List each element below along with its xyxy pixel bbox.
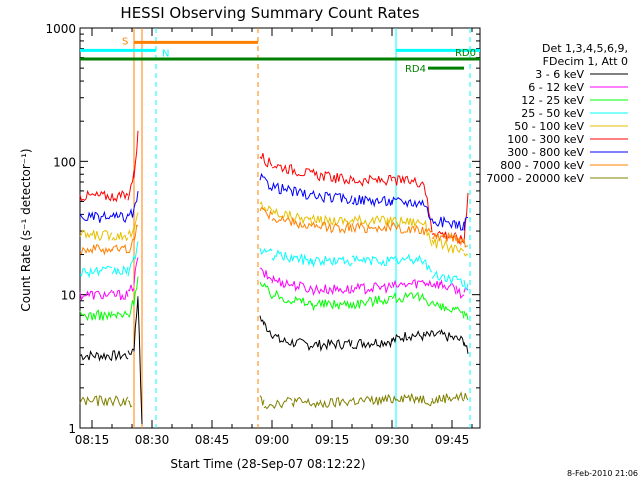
- series-line: [79, 206, 469, 256]
- legend-header: FDecim 1, Att 0: [543, 55, 628, 68]
- legend-header: Det 1,3,4,5,6,9,: [542, 42, 628, 55]
- x-tick-label: 09:00: [255, 433, 290, 447]
- series-line: [79, 296, 469, 425]
- legend-entry: 25 - 50 keV: [521, 107, 584, 120]
- annotation-label: RD0: [455, 48, 476, 59]
- footer-timestamp: 8-Feb-2010 21:06: [567, 469, 638, 478]
- plot-frame: [79, 27, 481, 429]
- legend-entry: 50 - 100 keV: [514, 120, 584, 133]
- legend-entry: 6 - 12 keV: [528, 81, 584, 94]
- series-line: [79, 241, 469, 291]
- x-axis-label: Start Time (28-Sep-07 08:12:22): [170, 457, 365, 471]
- series-line: [79, 201, 469, 257]
- series-line: [79, 172, 469, 231]
- series-line: [79, 130, 469, 245]
- x-tick-label: 08:30: [135, 433, 170, 447]
- y-tick-label: 10: [61, 289, 76, 303]
- x-tick-label: 09:15: [315, 433, 350, 447]
- legend-entry: 300 - 800 keV: [507, 146, 584, 159]
- legend-entry: 7000 - 20000 keV: [486, 172, 584, 185]
- x-tick-label: 08:45: [195, 433, 230, 447]
- annotation-label: RD4: [405, 64, 426, 75]
- y-tick-label: 1: [68, 422, 76, 436]
- x-tick-label: 08:15: [75, 433, 110, 447]
- legend-entry: 12 - 25 keV: [521, 94, 584, 107]
- series-line: [79, 257, 469, 301]
- y-tick-label: 100: [53, 155, 76, 169]
- legend-entry: 100 - 300 keV: [507, 133, 584, 146]
- legend-entry: 3 - 6 keV: [535, 68, 584, 81]
- series-line: [79, 391, 469, 410]
- chart-title: HESSI Observing Summary Count Rates: [120, 4, 419, 22]
- x-tick-label: 09:45: [435, 433, 470, 447]
- annotation-label: S: [122, 36, 128, 47]
- x-tick-label: 09:30: [375, 433, 410, 447]
- y-tick-label: 1000: [45, 22, 76, 36]
- series-line: [79, 276, 469, 322]
- annotation-label: N: [162, 48, 169, 59]
- legend-entry: 800 - 7000 keV: [500, 159, 584, 172]
- y-axis-label: Count Rate (s⁻¹ detector⁻¹): [19, 148, 33, 311]
